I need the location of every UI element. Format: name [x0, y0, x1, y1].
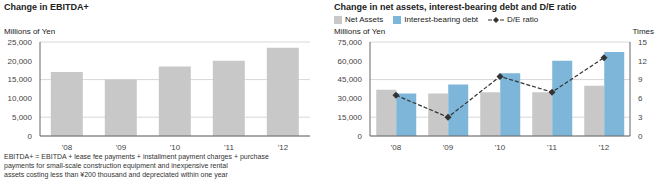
svg-text:15,000: 15,000 — [8, 75, 33, 84]
html-text:Millions of Yen: Millions of Yen — [4, 27, 56, 36]
svg-text:'09: '09 — [443, 143, 454, 150]
svg-text:6: 6 — [638, 94, 643, 103]
svg-text:15: 15 — [638, 38, 647, 47]
svg-text:'11: '11 — [224, 143, 234, 150]
html-text:D/E ratio: D/E ratio — [507, 15, 539, 24]
svg-text:12: 12 — [638, 57, 647, 66]
svg-text:'08: '08 — [62, 143, 73, 150]
html-text:payments for small-scale const: payments for small-scale construction eq… — [4, 162, 228, 169]
svg-text:45,000: 45,000 — [338, 75, 363, 84]
html-text:Change in net assets, interest: Change in net assets, interest-bearing d… — [334, 2, 577, 12]
svg-text:0: 0 — [28, 132, 33, 141]
svg-text:75,000: 75,000 — [338, 38, 363, 47]
svg-text:'08: '08 — [391, 143, 402, 150]
svg-text:10,000: 10,000 — [8, 94, 33, 103]
html-text:Net Assets: Net Assets — [345, 15, 384, 24]
svg-text:5,000: 5,000 — [12, 113, 33, 122]
html-text:Interest-bearing debt: Interest-bearing debt — [404, 15, 479, 24]
svg-text:'12: '12 — [599, 143, 610, 150]
svg-text:3: 3 — [638, 113, 643, 122]
svg-text:'10: '10 — [170, 143, 181, 150]
html-text:assets costing less than ¥200: assets costing less than ¥200 thousand a… — [4, 171, 228, 178]
svg-text:'12: '12 — [278, 143, 289, 150]
html-text:Millions of Yen: Millions of Yen — [334, 27, 386, 36]
svg-text:20,000: 20,000 — [8, 57, 33, 66]
html-text:Change in EBITDA+: Change in EBITDA+ — [4, 2, 89, 12]
html-text:EBITDA+ = EBITDA + lease fee p: EBITDA+ = EBITDA + lease fee payments + … — [4, 153, 269, 160]
svg-text:'10: '10 — [495, 143, 506, 150]
svg-text:30,000: 30,000 — [338, 94, 363, 103]
svg-text:15,000: 15,000 — [338, 113, 363, 122]
svg-text:60,000: 60,000 — [338, 57, 363, 66]
svg-text:0: 0 — [358, 132, 363, 141]
html-text:Times: Times — [632, 27, 654, 36]
svg-text:9: 9 — [638, 75, 643, 84]
svg-text:0: 0 — [638, 132, 643, 141]
svg-text:'09: '09 — [116, 143, 127, 150]
svg-text:25,000: 25,000 — [8, 38, 33, 47]
svg-text:'11: '11 — [547, 143, 557, 150]
